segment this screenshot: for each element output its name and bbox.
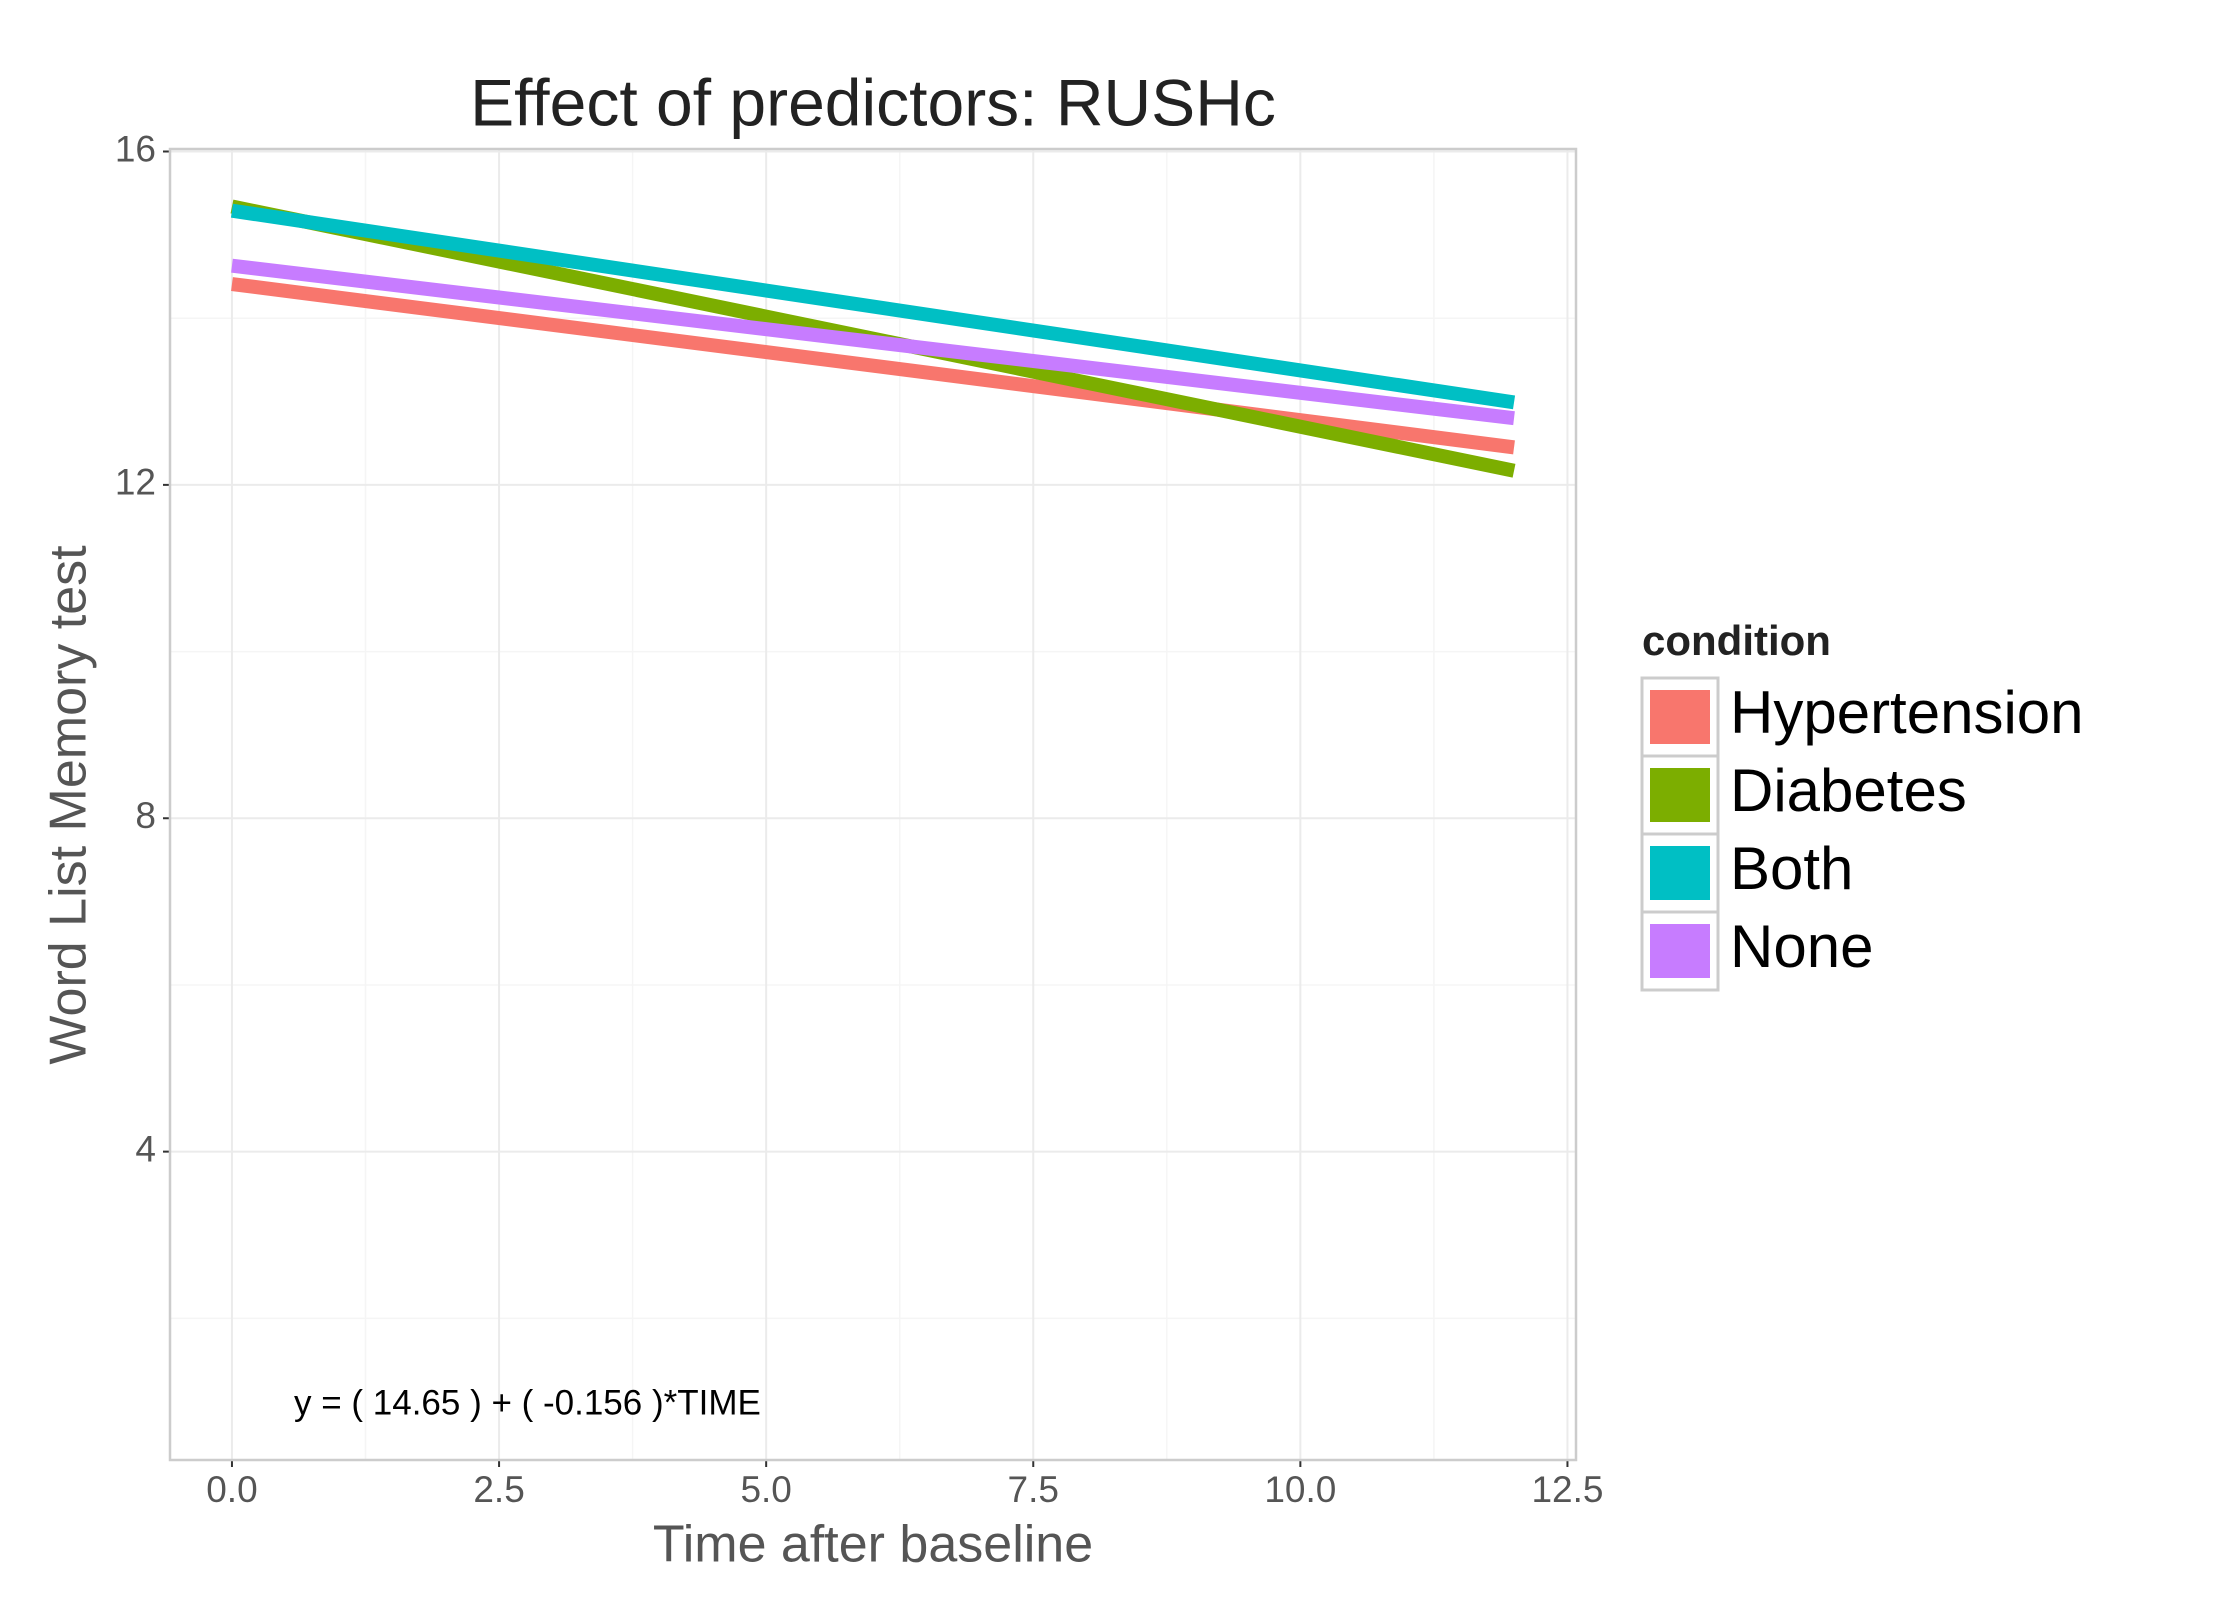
legend-key bbox=[1650, 690, 1710, 744]
legend-label: Both bbox=[1730, 835, 1853, 902]
annotation: y = ( 14.65 ) + ( -0.156 )*TIME bbox=[294, 1383, 761, 1422]
series-line bbox=[230, 203, 1516, 410]
legend-key bbox=[1650, 768, 1710, 822]
y-tick-label: 4 bbox=[135, 1128, 156, 1169]
legend-key bbox=[1650, 924, 1710, 978]
legend-label: Diabetes bbox=[1730, 757, 1967, 824]
legend-title: condition bbox=[1642, 617, 1831, 664]
chart-title: Effect of predictors: RUSHc bbox=[470, 65, 1276, 139]
legend-key bbox=[1650, 846, 1710, 900]
x-tick-label: 0.0 bbox=[206, 1469, 257, 1510]
y-axis-title: Word List Memory test bbox=[40, 545, 98, 1065]
series-line bbox=[231, 258, 1515, 426]
x-tick-label: 7.5 bbox=[1008, 1469, 1059, 1510]
legend-label: None bbox=[1730, 913, 1873, 980]
y-tick-label: 8 bbox=[135, 795, 156, 836]
legend-label: Hypertension bbox=[1730, 679, 2084, 746]
x-tick-label: 10.0 bbox=[1264, 1469, 1336, 1510]
x-tick-label: 5.0 bbox=[740, 1469, 791, 1510]
x-axis-title: Time after baseline bbox=[653, 1516, 1093, 1574]
x-tick-label: 12.5 bbox=[1531, 1469, 1603, 1510]
y-tick-label: 16 bbox=[115, 128, 156, 169]
panel-border bbox=[168, 147, 1578, 1462]
x-tick-label: 2.5 bbox=[473, 1469, 524, 1510]
y-tick-label: 12 bbox=[115, 462, 156, 503]
